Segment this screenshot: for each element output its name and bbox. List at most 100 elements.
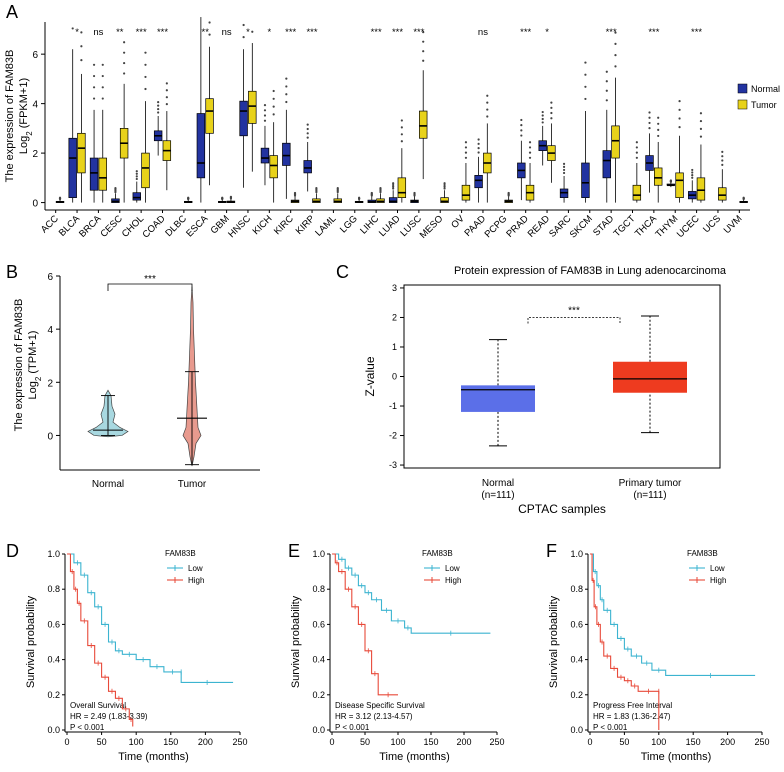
box-tumor-pcpg-outlier xyxy=(507,191,510,195)
box-normal-brca-outlier xyxy=(92,86,96,89)
panel-c-count-normal: (n=111) xyxy=(481,490,514,501)
box-normal-prad-outlier xyxy=(520,118,523,122)
panel-c-ytick-label: 2 xyxy=(392,312,397,322)
panel-a-xtick-meso: MESO xyxy=(418,213,446,241)
cptac-box-1 xyxy=(613,361,687,393)
box-tumor-luad-outlier xyxy=(400,133,403,136)
panel-f-annot-p: P < 0.001 xyxy=(593,723,628,732)
box-normal-hnsc-outlier xyxy=(242,23,245,27)
panel-a-sig-gbm: ns xyxy=(222,27,232,38)
box-tumor-meso-outlier xyxy=(443,185,446,188)
panelF-ytick-label: 0.8 xyxy=(570,584,583,594)
box-normal-coad-outlier xyxy=(157,104,160,107)
panelD-ytick-label: 0.8 xyxy=(47,584,60,594)
box-normal-kirc-outlier xyxy=(285,85,288,88)
box-normal-kirp-outlier xyxy=(306,132,309,135)
panel-a-sig-blca: * xyxy=(75,27,79,38)
box-tumor-ov-box xyxy=(461,184,471,201)
panel-e-annot-title: Disease Specific Survival xyxy=(335,701,425,710)
box-tumor-read-outlier xyxy=(550,106,553,109)
panel-b-ytick-label: 2 xyxy=(47,378,53,389)
box-tumor-thym-box xyxy=(675,172,684,198)
panel-a-xtick-kirp: KIRP xyxy=(294,213,317,236)
panel-d-annot-title: Overall Survival xyxy=(70,701,126,710)
panel-a-xtick-kich: KICH xyxy=(251,213,275,237)
box-normal-brca-box xyxy=(89,157,99,191)
box-tumor-kirp-outlier xyxy=(315,187,318,190)
box-normal-coad-outlier xyxy=(157,107,160,111)
box-tumor-stad-outlier xyxy=(614,54,617,57)
box-tumor-ucs-outlier xyxy=(721,163,724,166)
box-normal-blca-box xyxy=(68,137,77,198)
panel-b-significance: *** xyxy=(144,274,156,285)
panelD-curve-low xyxy=(67,553,234,684)
box-tumor-ov-outlier xyxy=(464,151,468,154)
box-normal-luad-box xyxy=(388,197,398,203)
panelE-ytick-label: 0.2 xyxy=(312,690,325,700)
box-tumor-blca-box xyxy=(77,132,86,174)
box-tumor-stad-outlier xyxy=(614,31,617,34)
panel-a-xtick-uvm: UVM xyxy=(722,213,745,236)
box-normal-coad-outlier xyxy=(157,111,160,114)
panel-c-ytick-label: -2 xyxy=(389,431,397,441)
box-tumor-tgct-outlier xyxy=(635,151,638,154)
panelF-xtick-label: 100 xyxy=(651,737,666,747)
box-tumor-chol-box xyxy=(141,152,150,189)
panelD-ytick-label: 0.2 xyxy=(47,690,60,700)
box-normal-skcm-outlier xyxy=(584,85,587,88)
box-tumor-brca-outlier xyxy=(101,63,104,66)
panel-c-ytick-label: 1 xyxy=(392,342,397,352)
box-normal-skcm-outlier xyxy=(584,73,587,76)
panel-f-ylabel: Survival probability xyxy=(548,595,560,688)
box-tumor-tgct-outlier xyxy=(635,146,638,149)
box-tumor-paad-outlier xyxy=(486,94,489,97)
panelE-curve-low xyxy=(332,553,491,634)
panel-a-sig-paad: ns xyxy=(478,27,488,38)
box-normal-brca-outlier xyxy=(92,63,96,66)
box-tumor-thym-outlier xyxy=(678,126,681,129)
box-tumor-kirc-outlier xyxy=(293,191,297,195)
panelF-ytick-label: 0.6 xyxy=(570,619,583,629)
box-tumor-esca-outlier xyxy=(208,21,211,24)
panel-a-sig-prad: *** xyxy=(520,27,531,38)
panelD-xtick-label: 50 xyxy=(97,737,107,747)
panel-b-violin: The expression of FAM83B Log2 (TPM+1) **… xyxy=(13,272,260,490)
panel-c-xtick-normal: Normal xyxy=(482,478,514,489)
box-normal-thca-outlier xyxy=(648,127,651,130)
box-tumor-blca-outlier xyxy=(80,45,83,48)
box-tumor-tgct-outlier xyxy=(635,156,638,159)
box-normal-kirp-outlier xyxy=(306,123,309,126)
panel-f-annot-hr: HR = 1.83 (1.36-2.47) xyxy=(593,712,671,721)
box-normal-read-outlier xyxy=(541,117,544,121)
box-normal-cesc-outlier xyxy=(114,187,117,190)
panelE-ytick-label: 1.0 xyxy=(312,549,325,559)
box-normal-stad-outlier xyxy=(605,89,608,92)
box-normal-coad-outlier xyxy=(157,101,160,104)
panelF-xtick-label: 200 xyxy=(720,737,735,747)
panel-c-ylabel: Z-value xyxy=(363,356,377,396)
panel-e-legend-high: High xyxy=(445,576,461,585)
panel-c-count-tumor: (n=111) xyxy=(633,490,666,501)
box-tumor-stad-outlier xyxy=(614,42,617,45)
box-tumor-gbm-outlier xyxy=(229,195,233,198)
box-tumor-kich-outlier xyxy=(272,89,275,93)
panelD-xtick-label: 200 xyxy=(198,737,213,747)
panelE-xtick-label: 50 xyxy=(360,737,370,747)
panel-a-sig-read: * xyxy=(545,27,549,38)
box-tumor-brca-outlier xyxy=(101,86,104,89)
box-tumor-lgg-outlier xyxy=(358,196,361,199)
box-normal-brca-outlier xyxy=(92,74,96,78)
panel-d-legend-high: High xyxy=(188,576,204,585)
box-normal-kirp-box xyxy=(303,160,312,174)
box-normal-luad-outlier xyxy=(392,183,395,187)
panel-a-xtick-coad: COAD xyxy=(140,213,167,240)
panel-f-legend-low: Low xyxy=(710,564,725,573)
panel-d-legend-title: FAM83B xyxy=(165,549,196,558)
panelE-xtick-label: 0 xyxy=(329,737,334,747)
box-tumor-kich-box xyxy=(269,155,278,179)
box-tumor-chol-outlier xyxy=(144,51,147,54)
panel-d-ylabel: Survival probability xyxy=(25,595,37,688)
panel-c-sig-bracket xyxy=(527,317,621,324)
panel-label-a: A xyxy=(6,2,18,22)
panelD-xtick-label: 150 xyxy=(163,737,178,747)
